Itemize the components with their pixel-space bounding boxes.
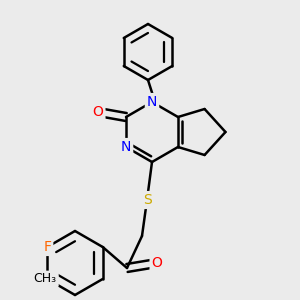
- Text: F: F: [43, 240, 51, 254]
- Text: N: N: [121, 140, 131, 154]
- Text: S: S: [142, 193, 152, 207]
- Text: CH₃: CH₃: [34, 272, 57, 286]
- Text: O: O: [152, 256, 162, 270]
- Text: N: N: [147, 95, 157, 109]
- Text: O: O: [93, 105, 104, 119]
